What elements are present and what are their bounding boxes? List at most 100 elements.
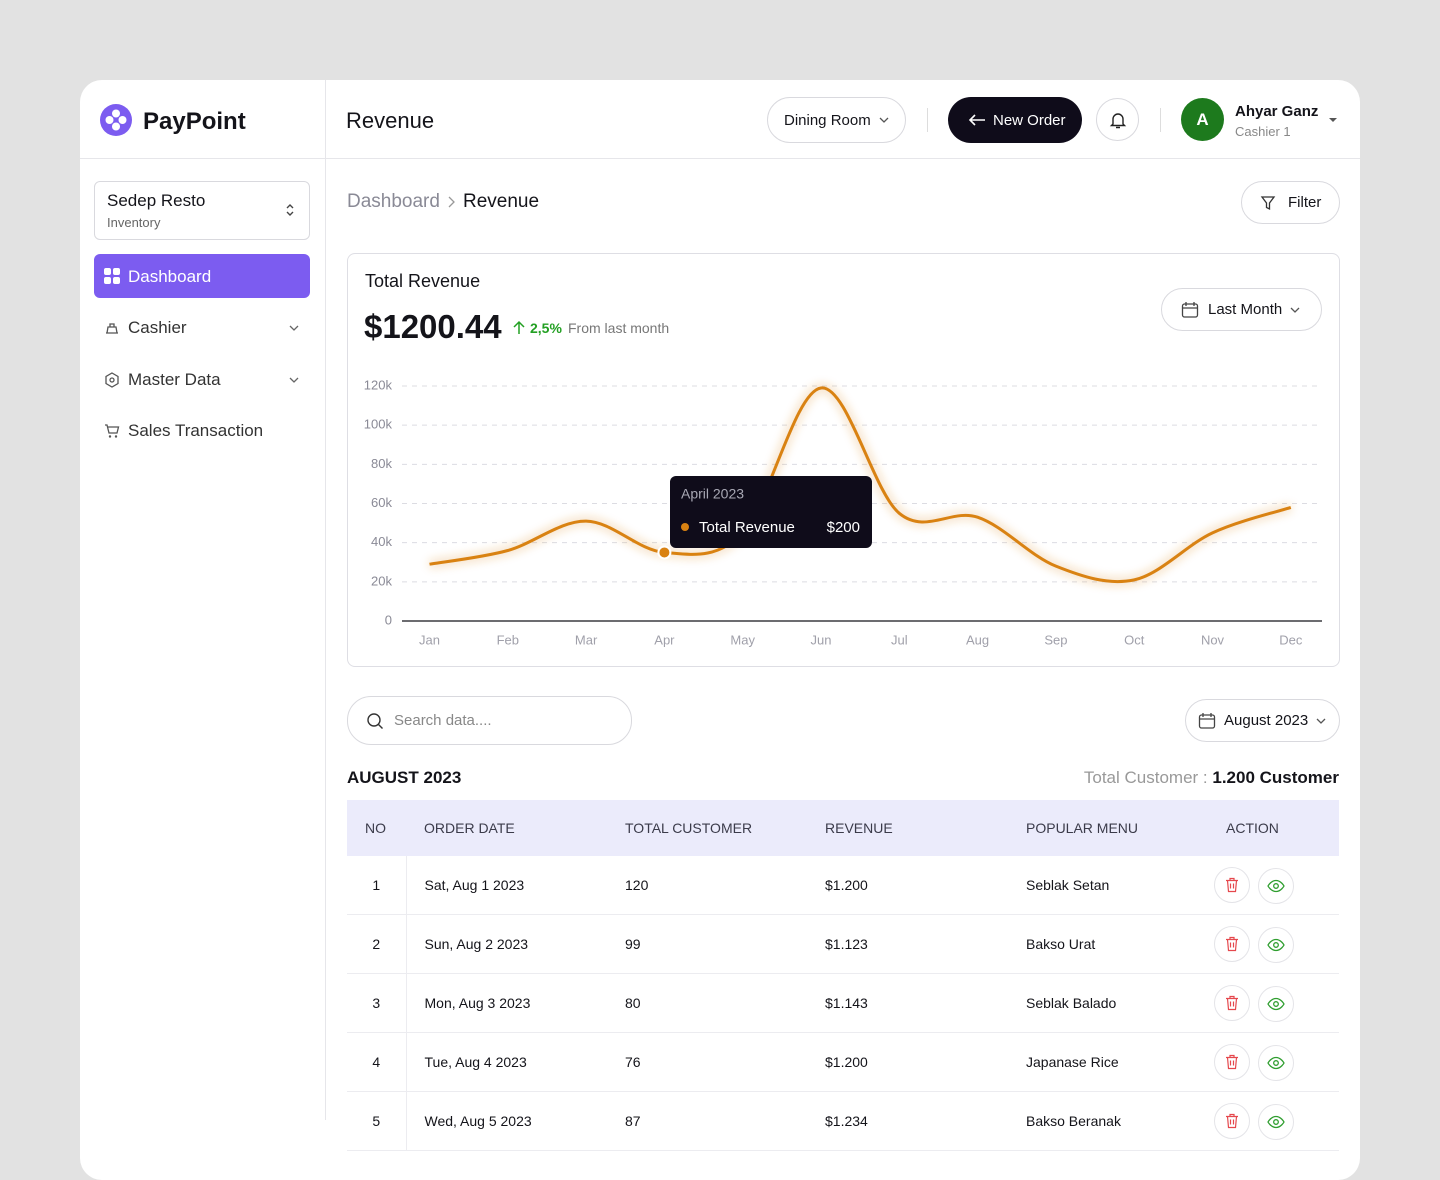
filter-button[interactable]: Filter	[1241, 181, 1340, 224]
user-menu-caret[interactable]	[1326, 114, 1340, 126]
table-cell: Tue, Aug 4 2023	[406, 1032, 607, 1092]
table-row: 2 Sun, Aug 2 2023 99 $1.123 Bakso Urat	[347, 914, 1339, 974]
trash-icon	[1226, 1113, 1238, 1128]
sidebar-divider	[325, 80, 326, 1120]
trash-icon	[1226, 995, 1238, 1010]
table-cell: Bakso Beranak	[1008, 1091, 1208, 1151]
brand: PayPoint	[143, 108, 246, 135]
eye-icon	[1267, 1056, 1285, 1069]
x-tick-label: Sep	[1044, 632, 1067, 647]
table-cell: 87	[607, 1091, 807, 1151]
action-cell	[1208, 914, 1339, 974]
y-tick-label: 0	[385, 612, 392, 627]
tooltip-value: $200	[827, 519, 860, 536]
breadcrumb-item[interactable]: Dashboard	[347, 191, 440, 212]
search-placeholder: Search data....	[394, 712, 492, 729]
new-order-label: New Order	[993, 111, 1066, 129]
x-tick-label: Apr	[654, 632, 675, 647]
menu-item[interactable]: Master Data	[128, 370, 221, 389]
x-tick-label: Oct	[1124, 632, 1145, 647]
action-cell	[1208, 973, 1339, 1033]
y-tick-label: 80k	[371, 456, 392, 471]
revenue-table: NO ORDER DATE TOTAL CUSTOMER REVENUE POPULAR…	[347, 800, 1339, 1151]
table-cell: $1.200	[807, 856, 1008, 915]
chevron	[289, 377, 299, 383]
change-value: 2,5%	[530, 320, 562, 336]
table-cell: Seblak Setan	[1008, 856, 1208, 915]
period-label: Last Month	[1208, 301, 1283, 318]
view-button[interactable]	[1258, 1044, 1294, 1081]
location-select[interactable]: Dining Room	[767, 97, 906, 143]
tooltip-series: Total Revenue	[699, 519, 795, 536]
table-row: 1 Sat, Aug 1 2023 120 $1.200 Seblak Setan	[347, 856, 1339, 915]
table-cell: 76	[607, 1032, 807, 1092]
location-label: Dining Room	[784, 111, 871, 129]
breadcrumb-sep	[448, 196, 455, 208]
change-note: From last month	[568, 320, 670, 336]
x-tick-label: Aug	[966, 632, 989, 647]
table-row: 4 Tue, Aug 4 2023 76 $1.200 Japanase Rice	[347, 1032, 1339, 1092]
table-cell: 5	[347, 1091, 407, 1151]
view-button[interactable]	[1258, 867, 1294, 904]
notification-button[interactable]	[1096, 98, 1139, 141]
table-cell: $1.143	[807, 973, 1008, 1033]
page-title: Revenue	[346, 108, 435, 133]
table-cell: Wed, Aug 5 2023	[406, 1091, 607, 1151]
table-header: NO ORDER DATE TOTAL CUSTOMER REVENUE POPULAR…	[347, 800, 1339, 856]
revenue-chart: 0 20k 40k 60k 80k 100k 120k Jan Feb Mar Apr May Jun J…	[364, 377, 1322, 647]
arrow-icon	[968, 114, 985, 126]
menu-item[interactable]: Cashier	[128, 318, 187, 337]
table-row: 5 Wed, Aug 5 2023 87 $1.234 Bakso Beranak	[347, 1091, 1339, 1151]
trash-icon	[1226, 936, 1238, 951]
delete-button[interactable]	[1214, 984, 1250, 1021]
dashboard-icon	[104, 268, 120, 284]
x-tick-label: Nov	[1201, 632, 1225, 647]
column-header: POPULAR MENU	[1008, 800, 1208, 856]
month-picker[interactable]: August 2023	[1185, 699, 1340, 742]
eye-icon	[1267, 938, 1285, 951]
view-button[interactable]	[1258, 985, 1294, 1022]
chevron	[289, 325, 299, 331]
menu-item[interactable]: Dashboard	[128, 267, 212, 286]
x-tick-label: Jan	[419, 632, 440, 647]
delete-button[interactable]	[1214, 1102, 1250, 1139]
user-role: Cashier 1	[1235, 124, 1291, 139]
filter-icon	[1260, 195, 1276, 210]
chevron	[1316, 718, 1326, 724]
store-select[interactable]	[94, 181, 310, 240]
store-sub: Inventory	[107, 215, 161, 230]
search-input[interactable]: Search data....	[347, 696, 632, 745]
trash-icon	[1226, 877, 1238, 892]
menu-active-bg[interactable]	[94, 254, 310, 298]
logo-icon	[100, 104, 132, 136]
delete-button[interactable]	[1214, 1043, 1250, 1080]
column-header: NO	[347, 800, 406, 856]
menu-item[interactable]: Sales Transaction	[128, 421, 264, 440]
summary-label: Total Customer :	[1083, 768, 1208, 787]
new-order-button[interactable]: New Order	[948, 97, 1082, 143]
month-label: August 2023	[1224, 712, 1309, 729]
table-row: 3 Mon, Aug 3 2023 80 $1.143 Seblak Balado	[347, 973, 1339, 1033]
table-cell: Sat, Aug 1 2023	[406, 856, 607, 915]
view-button[interactable]	[1258, 926, 1294, 963]
period-select[interactable]: Last Month	[1161, 288, 1322, 331]
y-tick-label: 120k	[364, 377, 393, 392]
table-cell: $1.123	[807, 914, 1008, 974]
delete-button[interactable]	[1214, 925, 1250, 962]
view-button[interactable]	[1258, 1103, 1294, 1140]
table-cell: $1.200	[807, 1032, 1008, 1092]
table-cell: Sun, Aug 2 2023	[406, 914, 607, 974]
separator	[927, 108, 928, 132]
tooltip-point	[657, 545, 672, 560]
trash-icon	[1226, 1054, 1238, 1069]
store-name: Sedep Resto	[107, 191, 206, 210]
table-summary: Total Customer : 1.200 Customer	[1084, 768, 1339, 788]
table-cell: 1	[347, 856, 407, 915]
tooltip-dot	[681, 523, 689, 531]
x-tick-label: Mar	[575, 632, 598, 647]
delete-button[interactable]	[1214, 866, 1250, 903]
eye-icon	[1267, 879, 1285, 892]
chevron	[879, 117, 889, 123]
revenue-card	[347, 253, 1340, 667]
table-cell: 2	[347, 914, 407, 974]
